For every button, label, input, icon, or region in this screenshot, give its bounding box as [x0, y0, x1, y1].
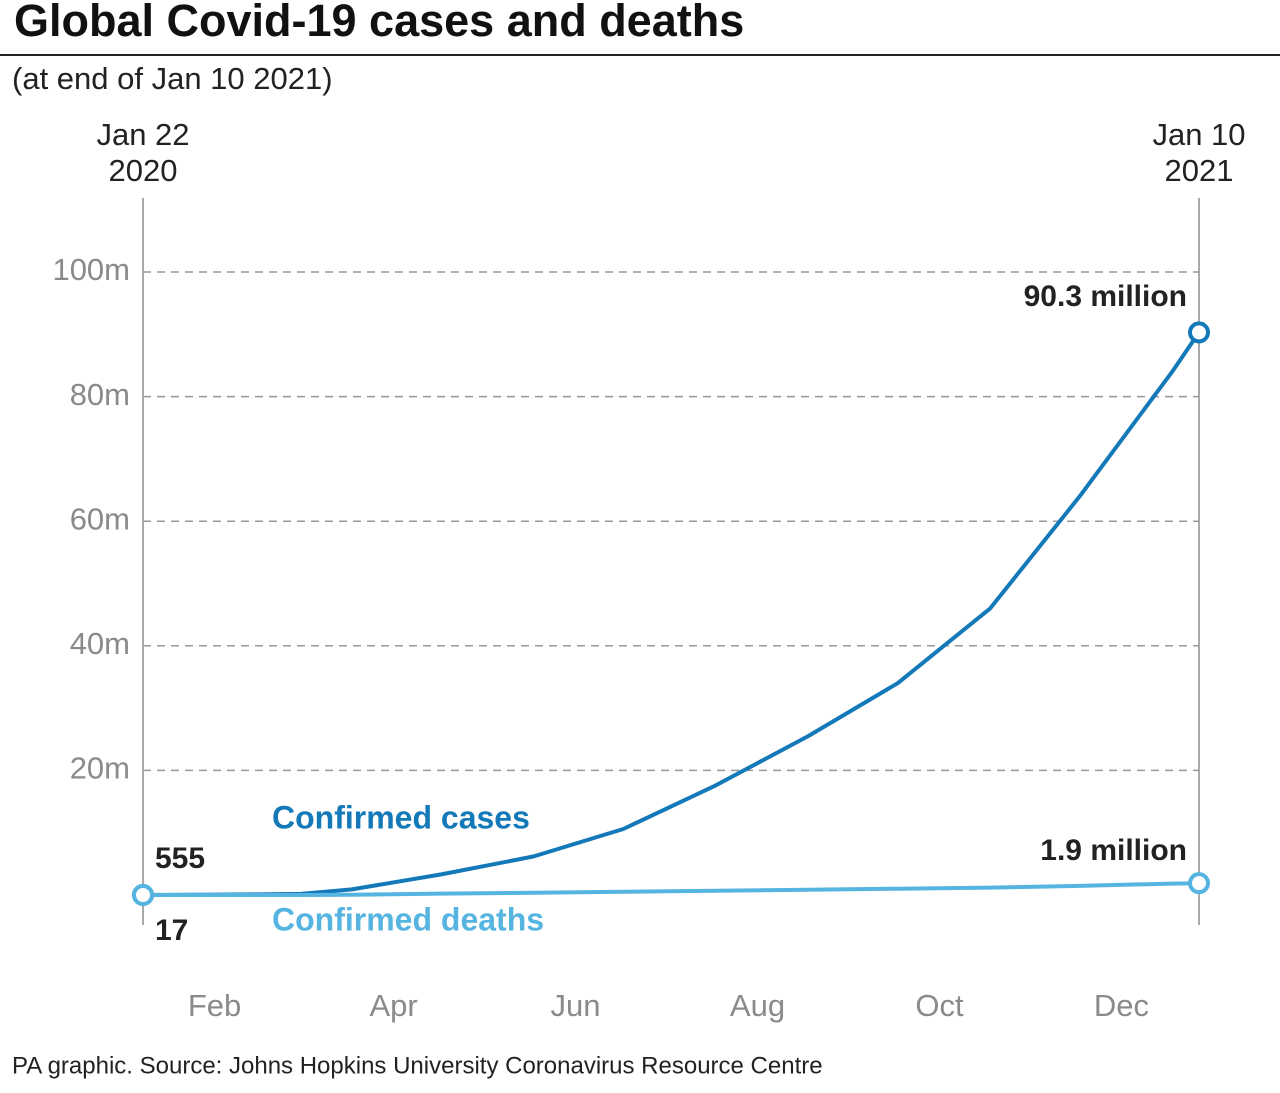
value-label: 555: [155, 842, 205, 875]
y-tick-label: 20m: [70, 751, 130, 786]
source-note: PA graphic. Source: Johns Hopkins Univer…: [12, 1052, 823, 1079]
y-tick-label: 40m: [70, 626, 130, 661]
series-label: Confirmed deaths: [272, 901, 544, 937]
x-end-label: Jan 22: [96, 117, 189, 152]
value-label: 90.3 million: [1024, 280, 1187, 313]
y-tick-label: 80m: [70, 377, 130, 412]
end-marker: [1188, 872, 1210, 895]
x-tick-label: Dec: [1094, 988, 1149, 1023]
x-tick-label: Feb: [188, 988, 241, 1023]
chart-subtitle: (at end of Jan 10 2021): [12, 61, 333, 96]
x-tick-label: Apr: [369, 988, 417, 1023]
end-marker: [132, 883, 154, 906]
x-tick-label: Aug: [730, 988, 785, 1023]
end-marker: [1188, 321, 1210, 344]
x-tick-label: Jun: [551, 988, 601, 1023]
x-end-label: Jan 10: [1152, 117, 1245, 152]
value-label: 17: [155, 914, 188, 947]
y-tick-label: 60m: [70, 501, 130, 536]
x-end-label: 2021: [1165, 153, 1234, 188]
series-line: [143, 881, 1200, 897]
x-tick-label: Oct: [915, 988, 964, 1023]
y-tick-label: 100m: [52, 252, 130, 287]
value-label: 1.9 million: [1040, 834, 1187, 867]
chart-title: Global Covid-19 cases and deaths: [14, 0, 744, 46]
series-label: Confirmed cases: [272, 799, 530, 835]
x-end-label: 2020: [109, 153, 178, 188]
